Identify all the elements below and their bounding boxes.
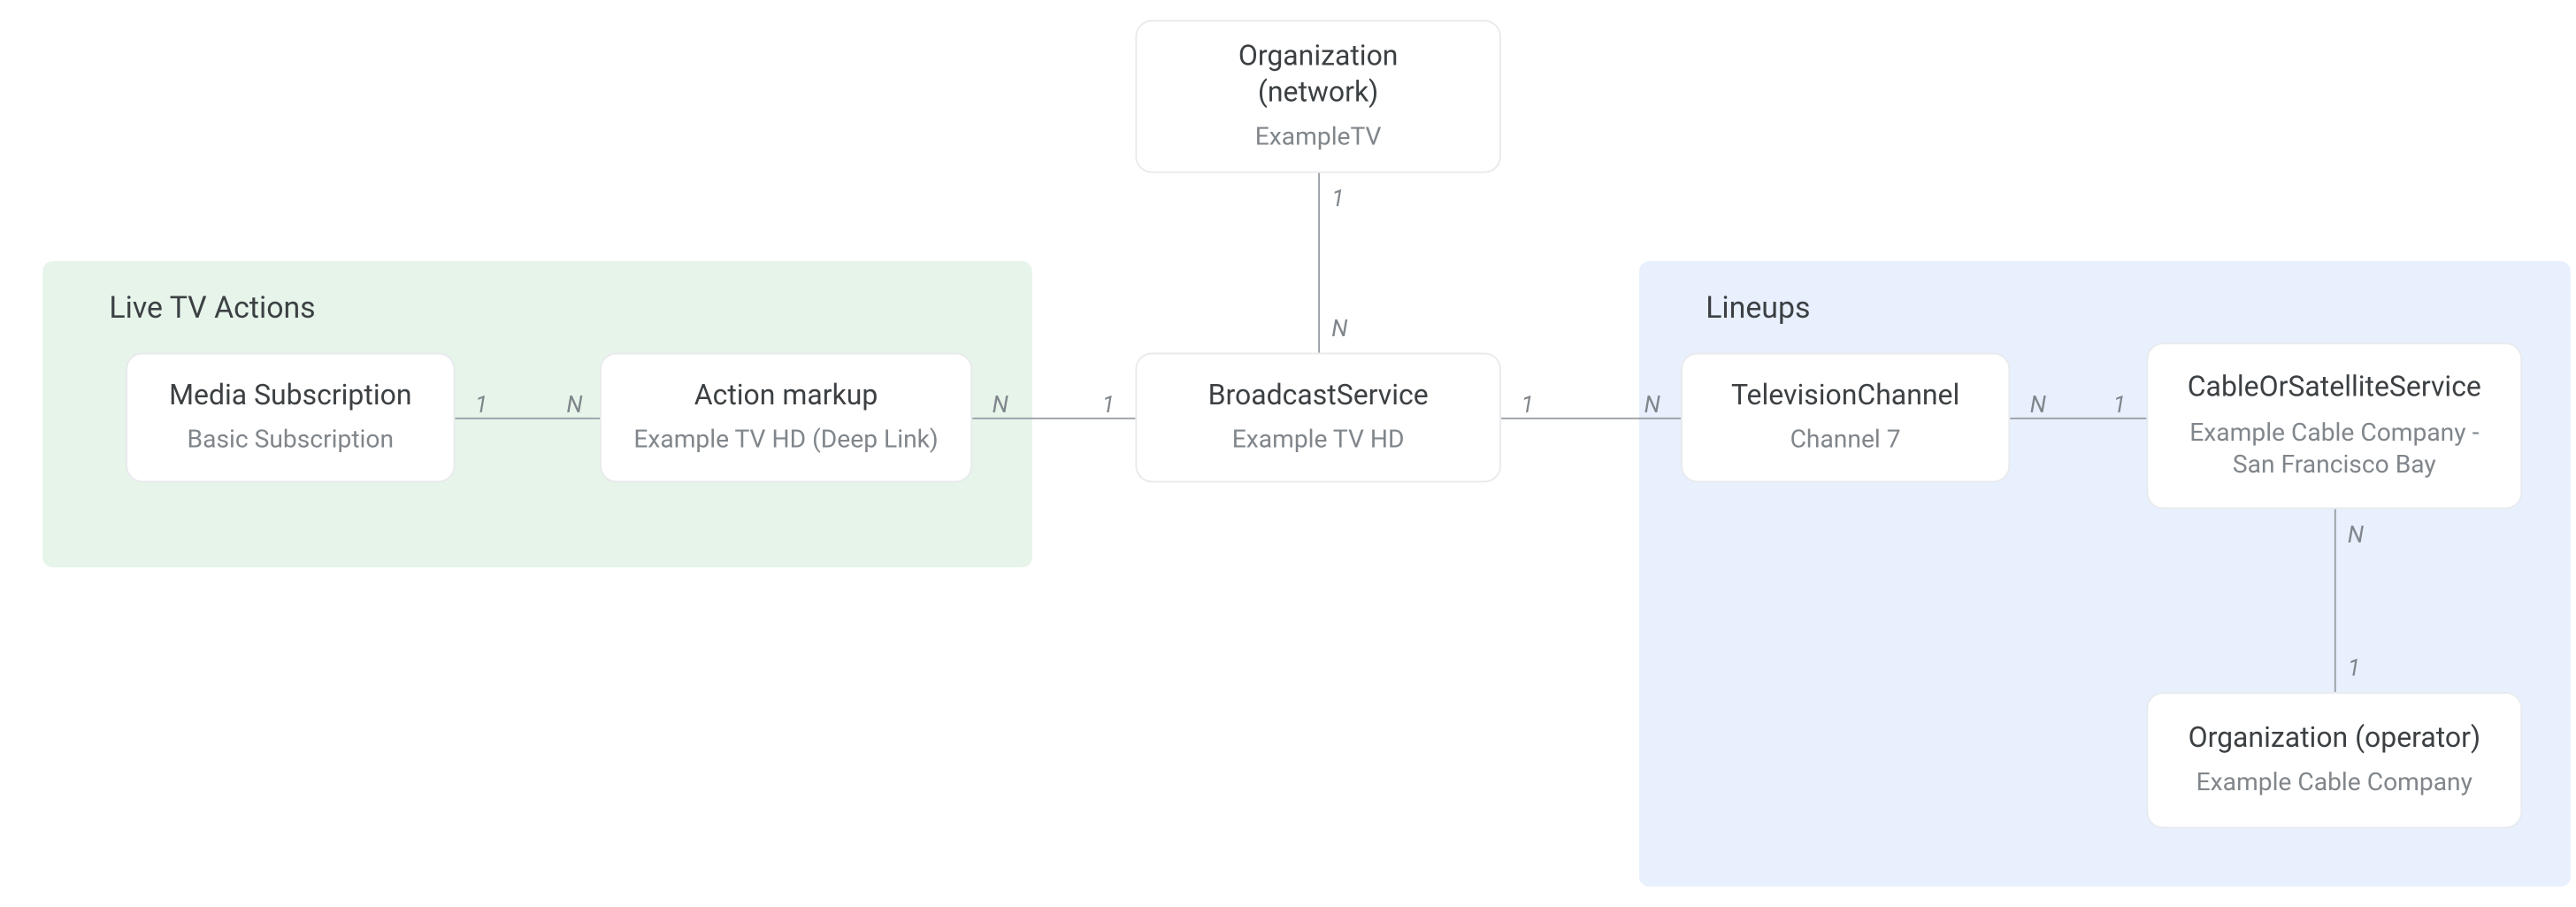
node-org-op: Organization (operator) Example Cable Com… — [2146, 692, 2522, 828]
node-title: BroadcastService — [1208, 378, 1429, 415]
cardinality-label: 1 — [1522, 393, 1534, 419]
node-subtitle: Channel 7 — [1790, 425, 1901, 457]
node-cable: CableOrSatelliteService Example Cable Com… — [2146, 342, 2522, 509]
node-title: Action markup — [694, 378, 878, 415]
node-broadcast: BroadcastService Example TV HD — [1135, 353, 1501, 483]
region-title-live: Live TV Actions — [109, 291, 315, 326]
node-channel: TelevisionChannel Channel 7 — [1681, 353, 2010, 483]
cardinality-label: N — [2348, 522, 2364, 549]
edge-cable-org-op — [2334, 509, 2336, 692]
node-subtitle: ExampleTV — [1255, 122, 1382, 155]
cardinality-label: N — [1644, 393, 1660, 419]
node-subtitle: Example TV HD — [1232, 425, 1405, 457]
cardinality-label: 1 — [2113, 393, 2126, 419]
node-subtitle: Example TV HD (Deep Link) — [633, 425, 938, 457]
node-title: Organization(network) — [1238, 39, 1399, 112]
cardinality-label: 1 — [1102, 393, 1115, 419]
node-subtitle: Example Cable Company — [2196, 767, 2472, 800]
node-subtitle: Basic Subscription — [188, 425, 395, 457]
cardinality-label: N — [566, 393, 582, 419]
cardinality-label: N — [993, 393, 1008, 419]
cardinality-label: 1 — [2348, 656, 2360, 682]
edge-org-net-broadcast — [1318, 173, 1320, 353]
node-title: CableOrSatelliteService — [2188, 370, 2481, 407]
node-title: Media Subscription — [169, 378, 411, 415]
region-title-lineups: Lineups — [1706, 291, 1810, 326]
node-action: Action markup Example TV HD (Deep Link) — [600, 353, 972, 483]
node-title: Organization (operator) — [2189, 720, 2481, 757]
cardinality-label: N — [2030, 393, 2046, 419]
node-media-sub: Media Subscription Basic Subscription — [126, 353, 455, 483]
cardinality-label: N — [1331, 316, 1347, 342]
cardinality-label: 1 — [475, 393, 487, 419]
node-title: TelevisionChannel — [1731, 378, 1959, 415]
node-org-net: Organization(network) ExampleTV — [1135, 20, 1501, 173]
node-subtitle: Example Cable Company - San Francisco Ba… — [2174, 417, 2494, 481]
cardinality-label: 1 — [1331, 187, 1344, 213]
